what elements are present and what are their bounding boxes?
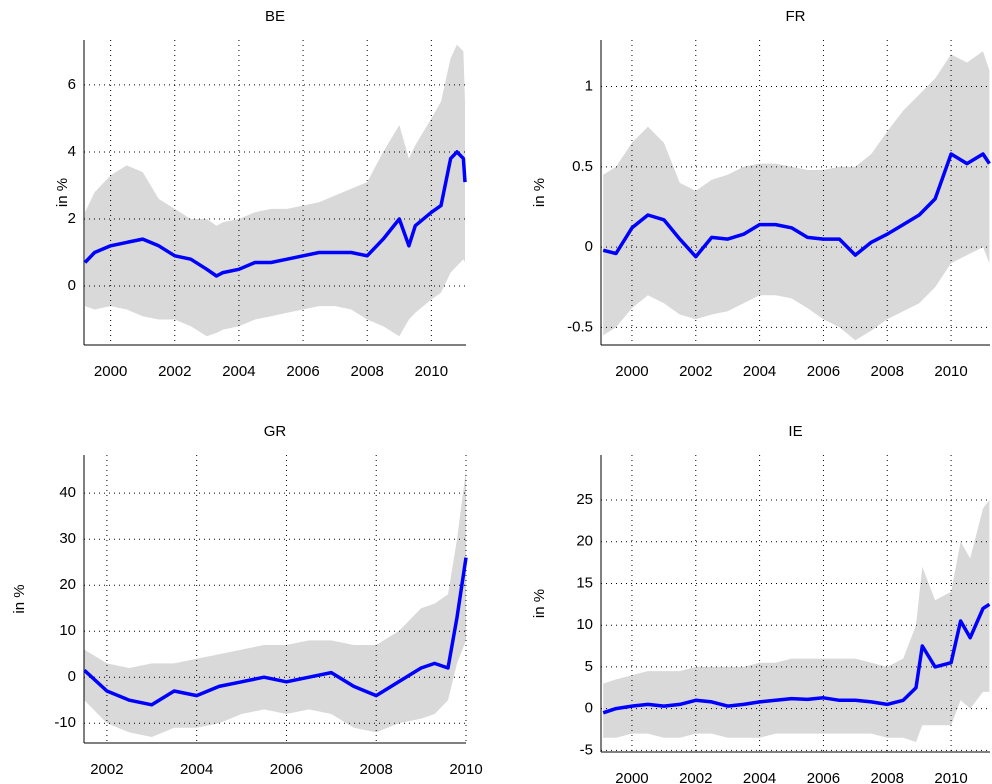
y-tick-label: 10 [59, 622, 76, 639]
y-tick-label: 25 [576, 491, 593, 508]
y-tick-label: 6 [68, 76, 76, 93]
x-tick-label: 2004 [180, 761, 213, 778]
x-tick-label: 2008 [351, 363, 384, 380]
y-tick-label: -0.5 [567, 318, 593, 335]
x-tick-label: 2010 [449, 761, 482, 778]
x-tick-label: 2000 [615, 363, 648, 380]
series-line [602, 602, 991, 715]
y-tick-label: 0 [585, 238, 593, 255]
x-tick-label: 2004 [222, 363, 255, 380]
y-tick-label: 40 [59, 484, 76, 501]
subplot: IE in % -5 0 5 10 15 20 25 2000 2002 2004 2006 2008 20… [531, 423, 991, 784]
y-axis-label: in % [11, 584, 28, 613]
x-tick-label: 2000 [615, 770, 648, 784]
x-tick-label: 2004 [743, 770, 776, 784]
series-line [83, 557, 468, 707]
subplot-title: IE [788, 423, 802, 440]
x-tick-label: 2008 [871, 770, 904, 784]
y-tick-label: 1 [585, 78, 593, 95]
subplot-title: GR [264, 423, 287, 440]
x-tick-label: 2002 [679, 770, 712, 784]
y-tick-label: 10 [576, 616, 593, 633]
confidence-band [84, 470, 467, 737]
x-tick-label: 2006 [286, 363, 319, 380]
series-line [602, 152, 991, 259]
y-tick-label: 15 [576, 574, 593, 591]
x-tick-label: 2008 [871, 363, 904, 380]
x-tick-label: 2002 [679, 363, 712, 380]
y-tick-label: 20 [59, 576, 76, 593]
x-tick-label: 2006 [807, 363, 840, 380]
x-tick-label: 2006 [270, 761, 303, 778]
series-line [83, 150, 467, 278]
subplot: FR in % -0.5 0 0.5 1 2000 2002 2004 2006 2008 2010 [531, 8, 991, 380]
y-tick-label: 20 [576, 533, 593, 550]
x-tick-label: 2010 [415, 363, 448, 380]
y-tick-label: 30 [59, 530, 76, 547]
x-tick-label: 2008 [360, 761, 393, 778]
subplot-title: BE [265, 8, 285, 25]
y-axis-label: in % [531, 589, 548, 618]
y-tick-label: 0.5 [572, 158, 593, 175]
y-tick-label: 0 [68, 668, 76, 685]
y-axis-label: in % [531, 178, 548, 207]
x-tick-label: 2000 [94, 363, 127, 380]
x-tick-label: 2006 [807, 770, 840, 784]
y-axis-label: in % [54, 178, 71, 207]
subplot: GR in % -10 0 10 20 30 40 2002 2004 2006 2008 2010 [11, 423, 483, 778]
y-tick-label: -10 [54, 714, 76, 731]
confidence-band [85, 44, 465, 337]
y-tick-label: 5 [585, 658, 593, 675]
x-tick-label: 2010 [934, 363, 967, 380]
x-tick-label: 2004 [743, 363, 776, 380]
x-tick-label: 2010 [934, 770, 967, 784]
y-tick-label: -5 [580, 741, 593, 758]
y-tick-label: 0 [68, 277, 76, 294]
confidence-band [603, 51, 990, 341]
y-tick-label: 2 [68, 210, 76, 227]
subplot-title: FR [786, 8, 806, 25]
x-tick-label: 2002 [158, 363, 191, 380]
confidence-band [603, 500, 990, 742]
x-tick-label: 2002 [90, 761, 123, 778]
y-tick-label: 0 [585, 700, 593, 717]
subplot: BE in % 0 2 4 6 2000 2002 2004 2006 2008 2010 [54, 8, 467, 380]
y-tick-label: 4 [68, 143, 76, 160]
